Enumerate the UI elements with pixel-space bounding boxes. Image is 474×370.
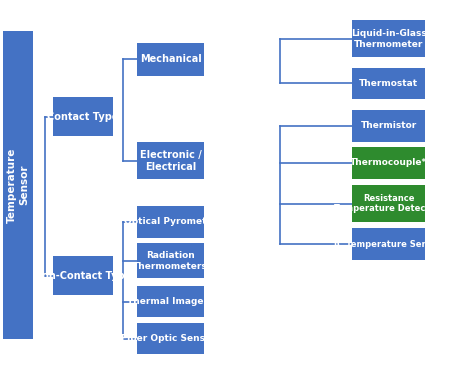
- FancyBboxPatch shape: [137, 286, 204, 317]
- FancyBboxPatch shape: [352, 110, 425, 141]
- FancyBboxPatch shape: [352, 20, 425, 57]
- FancyBboxPatch shape: [352, 228, 425, 260]
- Text: Non-Contact Type: Non-Contact Type: [34, 270, 132, 281]
- Text: Radiation
Thermometers: Radiation Thermometers: [133, 251, 208, 270]
- Text: Thermocouple*: Thermocouple*: [350, 158, 427, 167]
- Text: Thermistor: Thermistor: [361, 121, 417, 130]
- Text: Thermal Imagers: Thermal Imagers: [128, 297, 214, 306]
- Text: Liquid-in-Glass
Thermometer: Liquid-in-Glass Thermometer: [351, 29, 427, 48]
- FancyBboxPatch shape: [53, 256, 112, 295]
- Text: Electronic /
Electrical: Electronic / Electrical: [140, 150, 201, 172]
- Text: IC Temperature Sensor: IC Temperature Sensor: [335, 240, 443, 249]
- Text: Mechanical: Mechanical: [140, 54, 201, 64]
- FancyBboxPatch shape: [3, 31, 33, 339]
- Text: Optical Pyrometer: Optical Pyrometer: [124, 218, 217, 226]
- Text: Temperature
Sensor: Temperature Sensor: [7, 147, 29, 223]
- Text: Thermostat: Thermostat: [359, 79, 418, 88]
- FancyBboxPatch shape: [137, 243, 204, 278]
- FancyBboxPatch shape: [53, 97, 112, 136]
- Text: Fiber Optic Sensors: Fiber Optic Sensors: [121, 334, 220, 343]
- FancyBboxPatch shape: [137, 142, 204, 179]
- FancyBboxPatch shape: [352, 67, 425, 99]
- FancyBboxPatch shape: [137, 206, 204, 238]
- FancyBboxPatch shape: [352, 185, 425, 222]
- FancyBboxPatch shape: [137, 323, 204, 354]
- Text: Resistance
Temperature Detector*: Resistance Temperature Detector*: [334, 194, 444, 213]
- Text: Contact Type: Contact Type: [47, 111, 118, 122]
- FancyBboxPatch shape: [137, 43, 204, 76]
- FancyBboxPatch shape: [352, 147, 425, 178]
